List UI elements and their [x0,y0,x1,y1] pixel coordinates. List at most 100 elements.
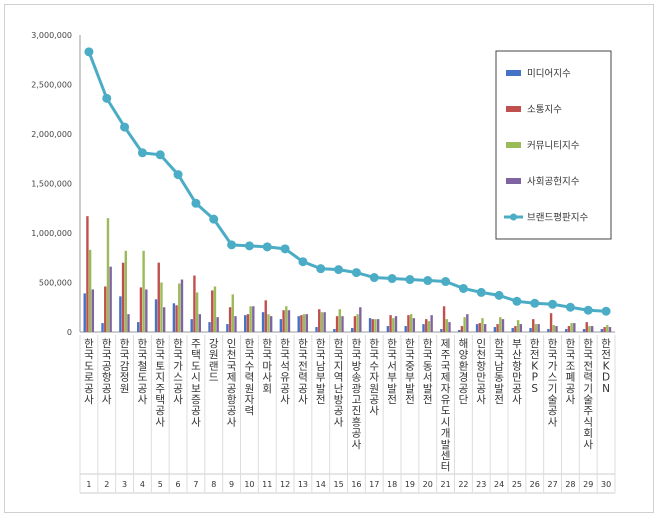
brand-index-point [84,47,94,57]
bar [160,282,163,332]
bar [585,322,588,332]
category-label-char: 한 [138,338,148,350]
bar [606,325,609,332]
category-label-char: 가 [548,360,558,372]
bar [190,319,193,332]
category-label-char: 도 [84,360,94,372]
category-label-char: 한 [298,338,308,350]
bar [478,323,481,332]
y-axis: 0 500,000 1,000,000 1,500,000 2,000,000 2,500… [31,31,615,337]
category-label-char: 사 [369,405,379,417]
category-label-char: 국 [405,349,415,361]
bar [460,326,464,332]
category-label-char: 공 [280,383,290,395]
category-label-char: 발 [441,439,451,451]
category-label-char: 공 [334,405,344,417]
category-label-char: 한 [262,338,272,350]
bar [412,318,416,332]
bar [516,320,520,332]
category-label-char: 스 [173,372,183,384]
category-label-char: 도 [191,360,201,372]
category-label-char: 한 [566,338,576,350]
category-label-char: 국 [120,349,130,361]
bar [127,314,130,332]
category-label-char: 진 [352,405,362,417]
bar [404,326,407,332]
category-label-char: 공 [155,405,165,417]
bar [552,325,555,332]
bar [481,318,484,332]
category-label-char: 식 [583,416,593,428]
bar [427,321,431,332]
bar [392,318,395,332]
category-label-char: 유 [280,372,290,384]
category-index-label: 14 [316,480,326,489]
bar [249,306,252,332]
category-label-char: 국 [245,349,255,361]
category-label-char: 원 [209,349,219,361]
bar [430,315,433,332]
category-label-char: 회 [262,383,272,395]
bar [511,328,514,332]
category-label-char: 사 [102,394,112,406]
category-label-char: 전 [601,349,611,361]
bar [121,262,125,332]
category-index-label: 19 [405,480,415,489]
category-label-char: 한 [405,338,415,350]
bar [376,319,380,332]
bar [231,294,234,332]
category-label-char: 터 [441,461,451,473]
category-label-char: 공 [512,383,522,395]
category-label-char: 사 [84,394,94,406]
category-label-char: 석 [280,360,290,372]
brand-index-point [316,264,326,274]
category-label-char: 전 [583,360,593,372]
bar [279,319,283,332]
category-label-char: 국 [387,349,397,361]
bar [318,309,321,332]
category-label-char: 사 [298,394,308,406]
category-label-char: 보 [191,383,201,395]
legend-label: 소통지수 [527,105,562,116]
brand-index-point [155,150,165,160]
bar [175,305,178,332]
category-label-char: 한 [120,338,130,350]
category-label-char: 천 [476,349,486,361]
category-label-char: 사 [191,416,201,428]
category-label-char: 국 [494,349,504,361]
bar [442,306,446,332]
bar [608,327,612,332]
bar [83,293,86,332]
legend-swatch [506,178,521,184]
bar [333,329,336,332]
bar [499,317,502,332]
bar [287,310,291,332]
category-label-char: 주 [155,383,165,395]
bar [109,266,112,332]
category-label-char: 중 [405,360,415,372]
category-label-char: 국 [352,349,362,361]
category-index-label: 18 [387,480,397,489]
category-label-char: 지 [155,372,165,384]
brand-index-line [84,47,611,316]
bar [195,292,199,332]
category-label-char: 도 [441,405,451,417]
brand-index-point [120,122,130,132]
bar [368,318,372,332]
category-label-char: 사 [138,394,148,406]
legend-swatch [506,106,521,112]
category-label-char: 력 [245,372,255,384]
legend-swatch [506,70,521,76]
category-label-char: 주 [583,405,593,417]
category-label-char: 전 [494,394,504,406]
category-label-char: 센 [441,450,451,462]
bar [172,303,176,332]
category-label-char: 국 [173,349,183,361]
